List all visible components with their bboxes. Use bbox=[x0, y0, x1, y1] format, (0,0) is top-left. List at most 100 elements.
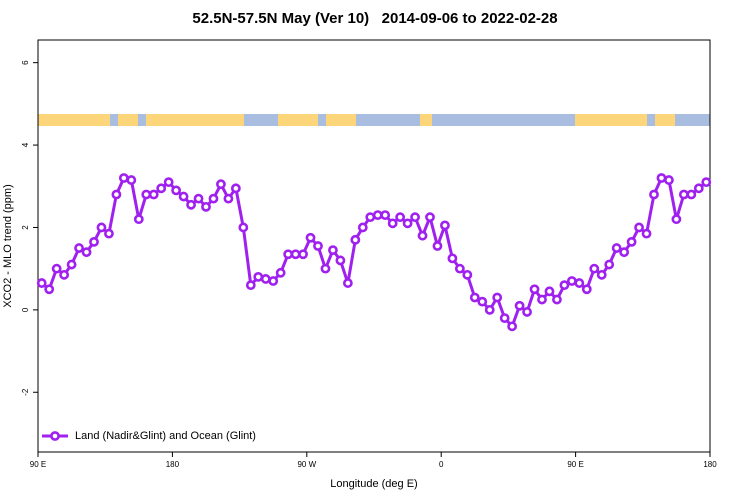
data-point bbox=[328, 245, 338, 256]
data-point bbox=[402, 218, 413, 229]
data-point bbox=[260, 274, 271, 284]
y-tick-label: 6 bbox=[21, 60, 30, 65]
x-tick-label: 180 bbox=[166, 460, 180, 469]
data-point bbox=[432, 241, 443, 251]
data-point bbox=[671, 214, 682, 225]
data-point bbox=[268, 276, 279, 286]
data-point bbox=[395, 212, 406, 223]
data-point bbox=[104, 228, 114, 239]
data-point bbox=[171, 185, 182, 196]
data-point bbox=[357, 222, 368, 233]
data-point bbox=[253, 271, 264, 282]
data-point bbox=[499, 313, 510, 323]
data-point bbox=[686, 189, 697, 200]
data-point bbox=[589, 263, 600, 274]
y-tick-label: 2 bbox=[21, 225, 30, 230]
data-point bbox=[223, 193, 234, 204]
data-point bbox=[529, 284, 540, 295]
data-point bbox=[425, 212, 435, 223]
data-point bbox=[216, 179, 226, 190]
data-point bbox=[566, 276, 577, 286]
data-point bbox=[133, 214, 144, 225]
data-point bbox=[290, 249, 301, 260]
data-point bbox=[305, 232, 316, 243]
data-point bbox=[59, 269, 70, 280]
land-band bbox=[420, 114, 432, 126]
land-ocean-strip bbox=[38, 114, 710, 126]
data-point bbox=[372, 210, 383, 220]
chart-title: 52.5N-57.5N May (Ver 10) 2014-09-06 to 2… bbox=[192, 10, 557, 27]
data-point bbox=[649, 189, 659, 200]
data-point bbox=[350, 234, 361, 245]
data-point bbox=[81, 247, 92, 258]
plot-frame bbox=[37, 39, 711, 453]
data-point bbox=[626, 236, 637, 247]
x-tick-label: 90 E bbox=[30, 460, 46, 469]
data-point bbox=[678, 189, 689, 200]
data-point bbox=[156, 183, 167, 194]
data-point bbox=[51, 263, 62, 274]
data-point bbox=[522, 307, 532, 317]
data-point bbox=[365, 212, 376, 223]
data-point bbox=[275, 267, 286, 278]
y-tick-label: 4 bbox=[21, 142, 30, 147]
data-point bbox=[320, 263, 331, 274]
data-point bbox=[440, 220, 450, 231]
data-point bbox=[447, 253, 458, 264]
data-point bbox=[641, 228, 652, 239]
data-point bbox=[611, 243, 622, 253]
data-point bbox=[469, 292, 480, 303]
data-point bbox=[537, 294, 547, 305]
data-point bbox=[507, 321, 518, 332]
data-point bbox=[141, 189, 152, 200]
data-point bbox=[208, 193, 219, 204]
x-tick-label: 180 bbox=[703, 460, 717, 469]
data-point bbox=[596, 269, 607, 280]
data-point bbox=[96, 222, 107, 233]
data-point bbox=[477, 296, 488, 307]
land-band bbox=[146, 114, 244, 126]
data-point bbox=[544, 286, 555, 297]
data-point bbox=[634, 222, 644, 233]
data-point bbox=[574, 278, 585, 288]
land-band bbox=[38, 114, 110, 126]
data-point bbox=[552, 294, 562, 305]
data-point bbox=[193, 193, 204, 204]
data-point bbox=[619, 247, 630, 258]
data-point bbox=[701, 177, 712, 188]
data-point bbox=[313, 241, 323, 251]
data-point bbox=[238, 222, 249, 233]
data-point bbox=[66, 259, 77, 270]
data-point bbox=[201, 201, 211, 212]
data-point bbox=[245, 280, 256, 291]
y-tick-label: -2 bbox=[21, 388, 30, 396]
data-point bbox=[118, 173, 129, 183]
data-point bbox=[342, 278, 353, 288]
data-point bbox=[178, 191, 189, 202]
y-tick-label: 0 bbox=[21, 307, 30, 312]
data-point bbox=[148, 189, 159, 200]
data-point bbox=[283, 249, 294, 260]
data-point bbox=[581, 284, 592, 295]
data-point bbox=[74, 243, 84, 253]
y-axis-label: XCO2 - MLO trend (ppm) bbox=[2, 184, 14, 307]
data-point bbox=[163, 177, 174, 188]
data-point bbox=[380, 210, 391, 220]
land-band bbox=[326, 114, 356, 126]
x-tick-label: 90 E bbox=[567, 460, 583, 469]
data-point bbox=[454, 263, 465, 274]
data-point bbox=[126, 175, 137, 185]
legend-label: Land (Nadir&Glint) and Ocean (Glint) bbox=[75, 430, 256, 442]
data-point bbox=[462, 269, 473, 280]
land-band bbox=[278, 114, 318, 126]
data-point bbox=[410, 212, 420, 223]
data-point bbox=[656, 173, 667, 183]
data-point bbox=[484, 304, 495, 315]
data-point bbox=[186, 199, 196, 210]
data-point bbox=[693, 183, 704, 194]
data-point bbox=[44, 284, 55, 295]
data-point bbox=[387, 218, 398, 229]
data-point bbox=[417, 230, 428, 241]
